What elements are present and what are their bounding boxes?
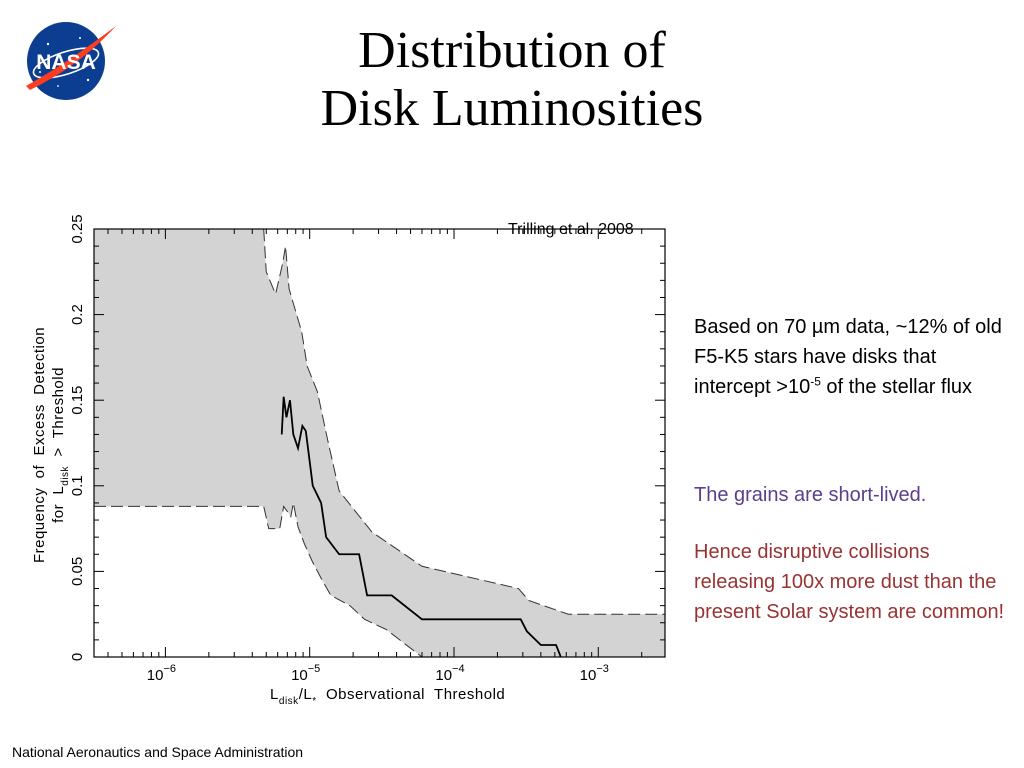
- finding-text-main: Based on 70 µm data, ~12% of old F5-K5 s…: [694, 316, 1002, 398]
- finding-text: Based on 70 µm data, ~12% of old F5-K5 s…: [694, 312, 1014, 402]
- y-tick-label: 0.2: [69, 304, 86, 325]
- finding-text-end: of the stellar flux: [820, 376, 973, 398]
- axis-layer: 10−6 10−5 10−4 10−3 0 0.05 0.1 0.15 0.2 0.25: [69, 214, 666, 684]
- detection-frequency-line: [280, 396, 562, 658]
- confidence-band: [94, 229, 665, 657]
- collisions-note: Hence disruptive collisions releasing 10…: [694, 541, 1005, 623]
- y-label2-sub: disk: [60, 465, 71, 485]
- y-axis-label: Frequency of Excess Detection for Ldisk …: [31, 327, 71, 563]
- nasa-logo-swoosh: [26, 26, 116, 90]
- y-label-line2: for Ldisk > Threshold: [50, 367, 71, 523]
- band-layer: [94, 228, 665, 658]
- grains-note: The grains are short-lived.: [694, 484, 927, 506]
- footer-agency: National Aeronautics and Space Administr…: [12, 744, 304, 760]
- plot-frame: [93, 228, 666, 658]
- y-label2-part1: for L: [50, 486, 67, 523]
- title-line-1: Distribution of: [358, 22, 666, 79]
- finding-text-exponent: -5: [810, 374, 821, 389]
- y-tick-label: 0.25: [69, 214, 86, 243]
- x-tick-label: 10−5: [291, 663, 320, 684]
- x-tick-label: 10−6: [147, 663, 176, 684]
- title-line-2: Disk Luminosities: [320, 80, 704, 137]
- x-label-sub1: disk: [279, 696, 299, 707]
- slide-title: Distribution of Disk Luminosities: [200, 22, 824, 138]
- nasa-logo: NASA: [26, 22, 116, 100]
- disk-luminosity-chart: 10−6 10−5 10−4 10−3 0 0.05 0.1 0.15 0.2 0.25 Ldis…: [31, 214, 666, 707]
- nasa-logo-text: NASA: [36, 51, 96, 74]
- y-tick-label: 0.15: [69, 386, 86, 415]
- x-label-sub2: *: [312, 696, 316, 707]
- y-tick-label: 0: [69, 653, 86, 661]
- y-tick-label: 0.05: [69, 557, 86, 586]
- x-label-part2: /L: [299, 686, 313, 703]
- x-label-part3: Observational Threshold: [317, 686, 506, 703]
- x-axis-label: Ldisk/L* Observational Threshold: [247, 686, 520, 707]
- line-layer: [280, 396, 562, 658]
- x-label-part1: L: [270, 686, 279, 703]
- x-tick-label: 10−3: [580, 663, 609, 684]
- y-tick-label: 0.1: [69, 475, 86, 496]
- y-label-line1: Frequency of Excess Detection: [31, 327, 48, 563]
- band-upper-edge: [94, 228, 665, 615]
- x-tick-label: 10−4: [435, 663, 464, 684]
- y-label2-part2: > Threshold: [50, 367, 67, 466]
